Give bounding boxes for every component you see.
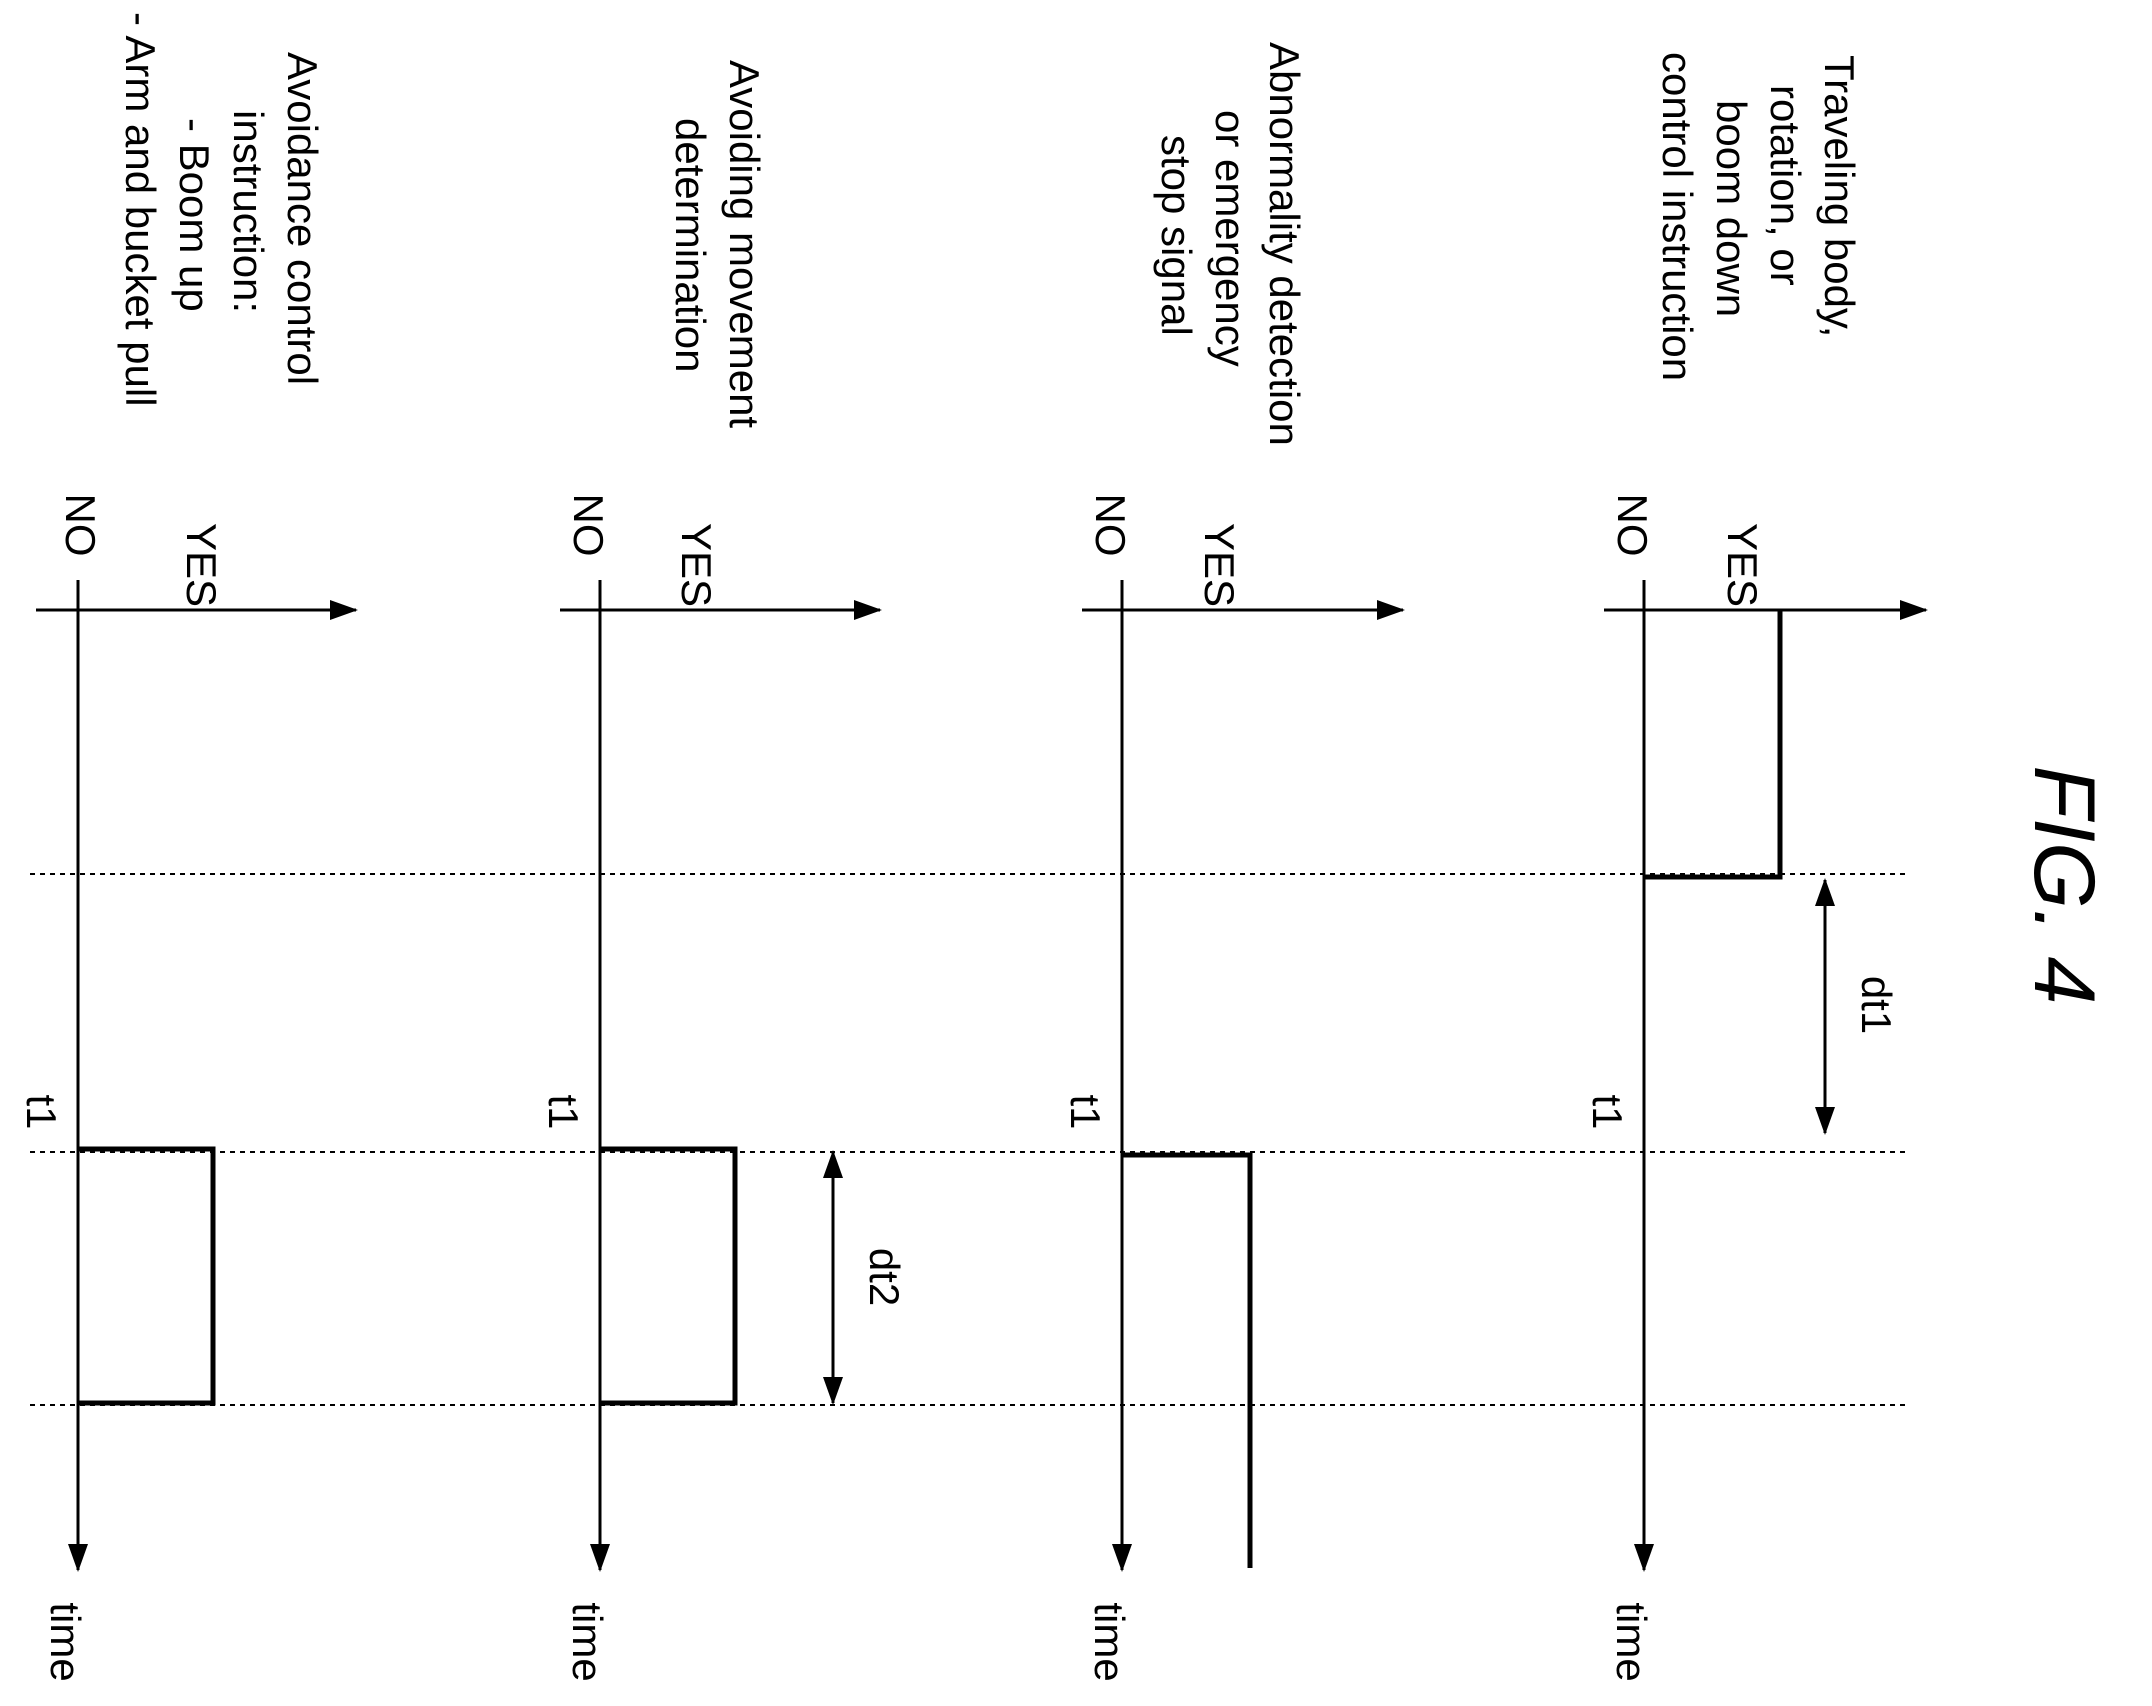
row-label-line: Abnormality detection	[1261, 42, 1308, 446]
row-label-line: instruction:	[225, 110, 272, 313]
signal-waveform	[1122, 1152, 1253, 1568]
row-label-line: or emergency	[1207, 110, 1254, 367]
row-label-line: - Boom up	[171, 118, 218, 312]
row-label-line: determination	[667, 118, 714, 372]
dt1-label: dt1	[1853, 976, 1900, 1034]
signal-waveform	[78, 1146, 216, 1406]
signal-waveform	[1644, 610, 1783, 880]
row-label-line: control instruction	[1654, 52, 1701, 381]
row-label-line: Avoidance control	[279, 52, 326, 385]
t1-label: t1	[18, 1094, 65, 1129]
row-label-line: - Arm and bucket pull	[117, 12, 164, 407]
no-label: NO	[565, 494, 612, 557]
dt2-label: dt2	[861, 1248, 908, 1306]
interval-dt2: dt2	[823, 1150, 908, 1405]
row-abnormality-signal: Abnormality detection or emergency stop …	[1062, 42, 1405, 1682]
t1-label: t1	[1584, 1094, 1631, 1129]
t1-label: t1	[540, 1094, 587, 1129]
row-avoidance-control: Avoidance control instruction: - Boom up…	[18, 12, 358, 1682]
interval-dt1: dt1	[1815, 878, 1900, 1135]
row-label-line: Traveling body,	[1816, 55, 1863, 337]
time-label: time	[1608, 1602, 1655, 1681]
row-label-line: rotation, or	[1762, 85, 1809, 286]
no-label: NO	[57, 494, 104, 557]
no-label: NO	[1087, 494, 1134, 557]
row-travel-control: Traveling body, rotation, or boom down c…	[1584, 52, 1928, 1682]
yes-label: YES	[1196, 523, 1243, 607]
figure-title: FIG. 4	[2016, 766, 2112, 1005]
time-label: time	[564, 1602, 611, 1681]
t1-label: t1	[1062, 1094, 1109, 1129]
row-label-line: Avoiding movement	[721, 60, 768, 428]
row-avoiding-determination: Avoiding movement determination YES NO t…	[540, 60, 882, 1682]
no-label: NO	[1609, 494, 1656, 557]
yes-label: YES	[673, 523, 720, 607]
row-label-line: boom down	[1708, 100, 1755, 317]
yes-label: YES	[1719, 523, 1766, 607]
row-label-line: stop signal	[1153, 135, 1200, 336]
signal-waveform	[600, 1146, 738, 1406]
yes-label: YES	[178, 523, 225, 607]
time-label: time	[42, 1602, 89, 1681]
time-label: time	[1086, 1602, 1133, 1681]
